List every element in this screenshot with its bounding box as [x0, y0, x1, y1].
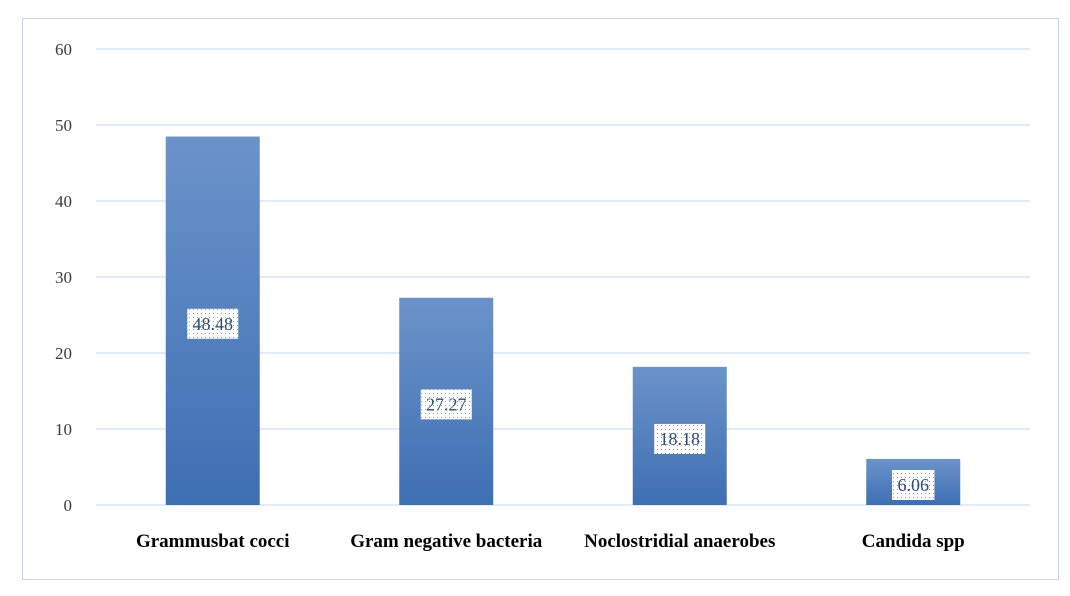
y-axis-ticks: 0 10 20 30 40 50 60	[55, 40, 72, 515]
y-tick-label: 0	[64, 496, 73, 515]
data-label-box	[187, 308, 239, 339]
data-label: 18.18	[660, 429, 701, 449]
category-label: Noclostridial anaerobes	[584, 531, 775, 552]
data-label-box	[654, 423, 706, 454]
category-label: Grammusbat cocci	[136, 531, 290, 552]
bars	[165, 136, 961, 505]
y-tick-label: 20	[55, 344, 72, 363]
y-tick-label: 40	[55, 192, 72, 211]
data-label: 48.48	[193, 314, 234, 334]
category-label: Gram negative bacteria	[350, 531, 543, 552]
data-labels: 48.48 27.27 18.18 6.06	[187, 308, 935, 500]
data-label-box	[420, 389, 472, 420]
category-label: Candida spp	[862, 531, 965, 552]
y-tick-label: 10	[55, 420, 72, 439]
x-axis-categories: Grammusbat cocci Gram negative bacteria No…	[136, 531, 965, 552]
y-tick-label: 50	[55, 116, 72, 135]
y-tick-label: 60	[55, 40, 72, 59]
data-label: 6.06	[898, 475, 930, 495]
data-label-box	[892, 469, 935, 500]
y-tick-label: 30	[55, 268, 72, 287]
data-label: 27.27	[426, 394, 467, 414]
